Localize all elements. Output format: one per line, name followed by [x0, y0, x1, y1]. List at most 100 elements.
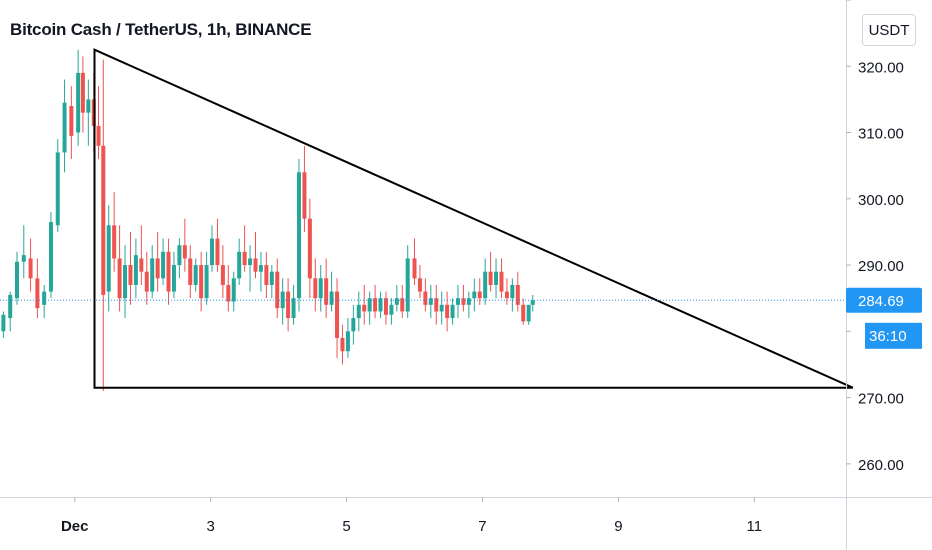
time-tick-label: 9 — [614, 518, 622, 535]
candle — [307, 198, 312, 299]
candle — [128, 231, 133, 305]
candle — [373, 284, 378, 319]
candle — [423, 278, 428, 312]
candle — [155, 231, 160, 292]
time-tick-label: 3 — [206, 518, 214, 535]
price-axis[interactable]: 260.00 270.00 290.00 300.00 310.00 320.00 — [846, 0, 904, 550]
candle — [275, 258, 280, 319]
candle — [378, 291, 383, 319]
price-tick-label: 320.00 — [858, 59, 904, 76]
candle — [417, 265, 422, 299]
candle — [161, 238, 166, 285]
candle — [204, 251, 209, 305]
candle — [280, 278, 285, 325]
candle — [106, 205, 111, 312]
candle — [313, 258, 318, 312]
triangle-shape[interactable] — [93, 48, 854, 389]
candle — [14, 251, 19, 305]
candle — [302, 145, 307, 232]
candle — [42, 284, 47, 319]
chart-title: Bitcoin Cash / TetherUS, 1h, BINANCE — [10, 20, 312, 39]
candle — [231, 271, 236, 312]
candle — [515, 271, 520, 312]
candle — [8, 291, 13, 332]
candlestick-series — [1, 49, 535, 391]
candle — [530, 294, 535, 312]
candle — [428, 284, 433, 319]
candle — [286, 278, 291, 332]
price-tick-label: 300.00 — [858, 192, 904, 209]
candle — [210, 225, 215, 272]
candle — [133, 238, 138, 299]
time-tick-label: 11 — [746, 518, 762, 535]
candle — [362, 284, 367, 325]
candle — [296, 159, 301, 312]
time-tick-label: 7 — [478, 518, 486, 535]
candle — [171, 251, 176, 299]
candle — [494, 258, 499, 299]
candle — [439, 291, 444, 325]
candle — [139, 225, 144, 285]
candle — [400, 284, 405, 319]
candle — [521, 298, 526, 325]
candle — [269, 265, 274, 299]
candle — [394, 284, 399, 312]
candle — [499, 258, 504, 299]
candle — [504, 278, 509, 305]
candle — [48, 212, 53, 299]
price-tick-label: 310.00 — [858, 126, 904, 143]
candle — [35, 258, 40, 319]
currency-unit-button[interactable]: USDT — [862, 14, 916, 46]
candle — [253, 231, 258, 279]
candle — [345, 318, 350, 358]
candle — [412, 238, 417, 285]
price-tick-label: 270.00 — [858, 391, 904, 408]
candle — [383, 291, 388, 325]
price-tick-label: 260.00 — [858, 457, 904, 474]
candle — [477, 278, 482, 305]
candle — [291, 284, 296, 325]
time-axis[interactable]: Dec 3 5 7 9 11 — [0, 497, 932, 535]
candle — [242, 225, 247, 272]
candle — [86, 79, 91, 146]
time-tick-label: Dec — [61, 518, 89, 535]
candle — [455, 284, 460, 319]
candle — [324, 258, 329, 319]
candle — [258, 251, 263, 292]
price-badge-bg — [846, 287, 922, 313]
candle — [123, 245, 128, 319]
candle — [1, 311, 6, 338]
candle — [177, 238, 182, 279]
candle — [199, 251, 204, 312]
candle — [144, 251, 149, 305]
candle — [318, 265, 323, 312]
candle — [220, 245, 225, 299]
candle — [80, 56, 85, 133]
candle — [112, 192, 117, 272]
candle — [101, 59, 106, 391]
candle — [329, 271, 334, 312]
candle — [335, 278, 340, 358]
candle — [55, 139, 60, 232]
triangle-drawing[interactable] — [93, 48, 854, 389]
candle — [405, 245, 410, 319]
countdown-badge-value: 36:10 — [869, 328, 907, 345]
candle — [450, 298, 455, 325]
candle — [21, 225, 26, 279]
candle — [472, 278, 477, 312]
candle — [117, 225, 122, 312]
candle — [483, 258, 488, 305]
candle — [188, 245, 193, 299]
candle — [193, 258, 198, 292]
countdown-badge-bg — [865, 322, 922, 349]
candle — [215, 218, 220, 272]
price-badge-value: 284.69 — [858, 293, 904, 310]
candle — [367, 291, 372, 325]
candle — [488, 251, 493, 292]
candle — [96, 86, 101, 160]
last-price-badge: 284.69 36:10 — [846, 287, 922, 349]
candle — [264, 251, 269, 299]
candle — [445, 291, 450, 332]
candle — [526, 304, 531, 325]
